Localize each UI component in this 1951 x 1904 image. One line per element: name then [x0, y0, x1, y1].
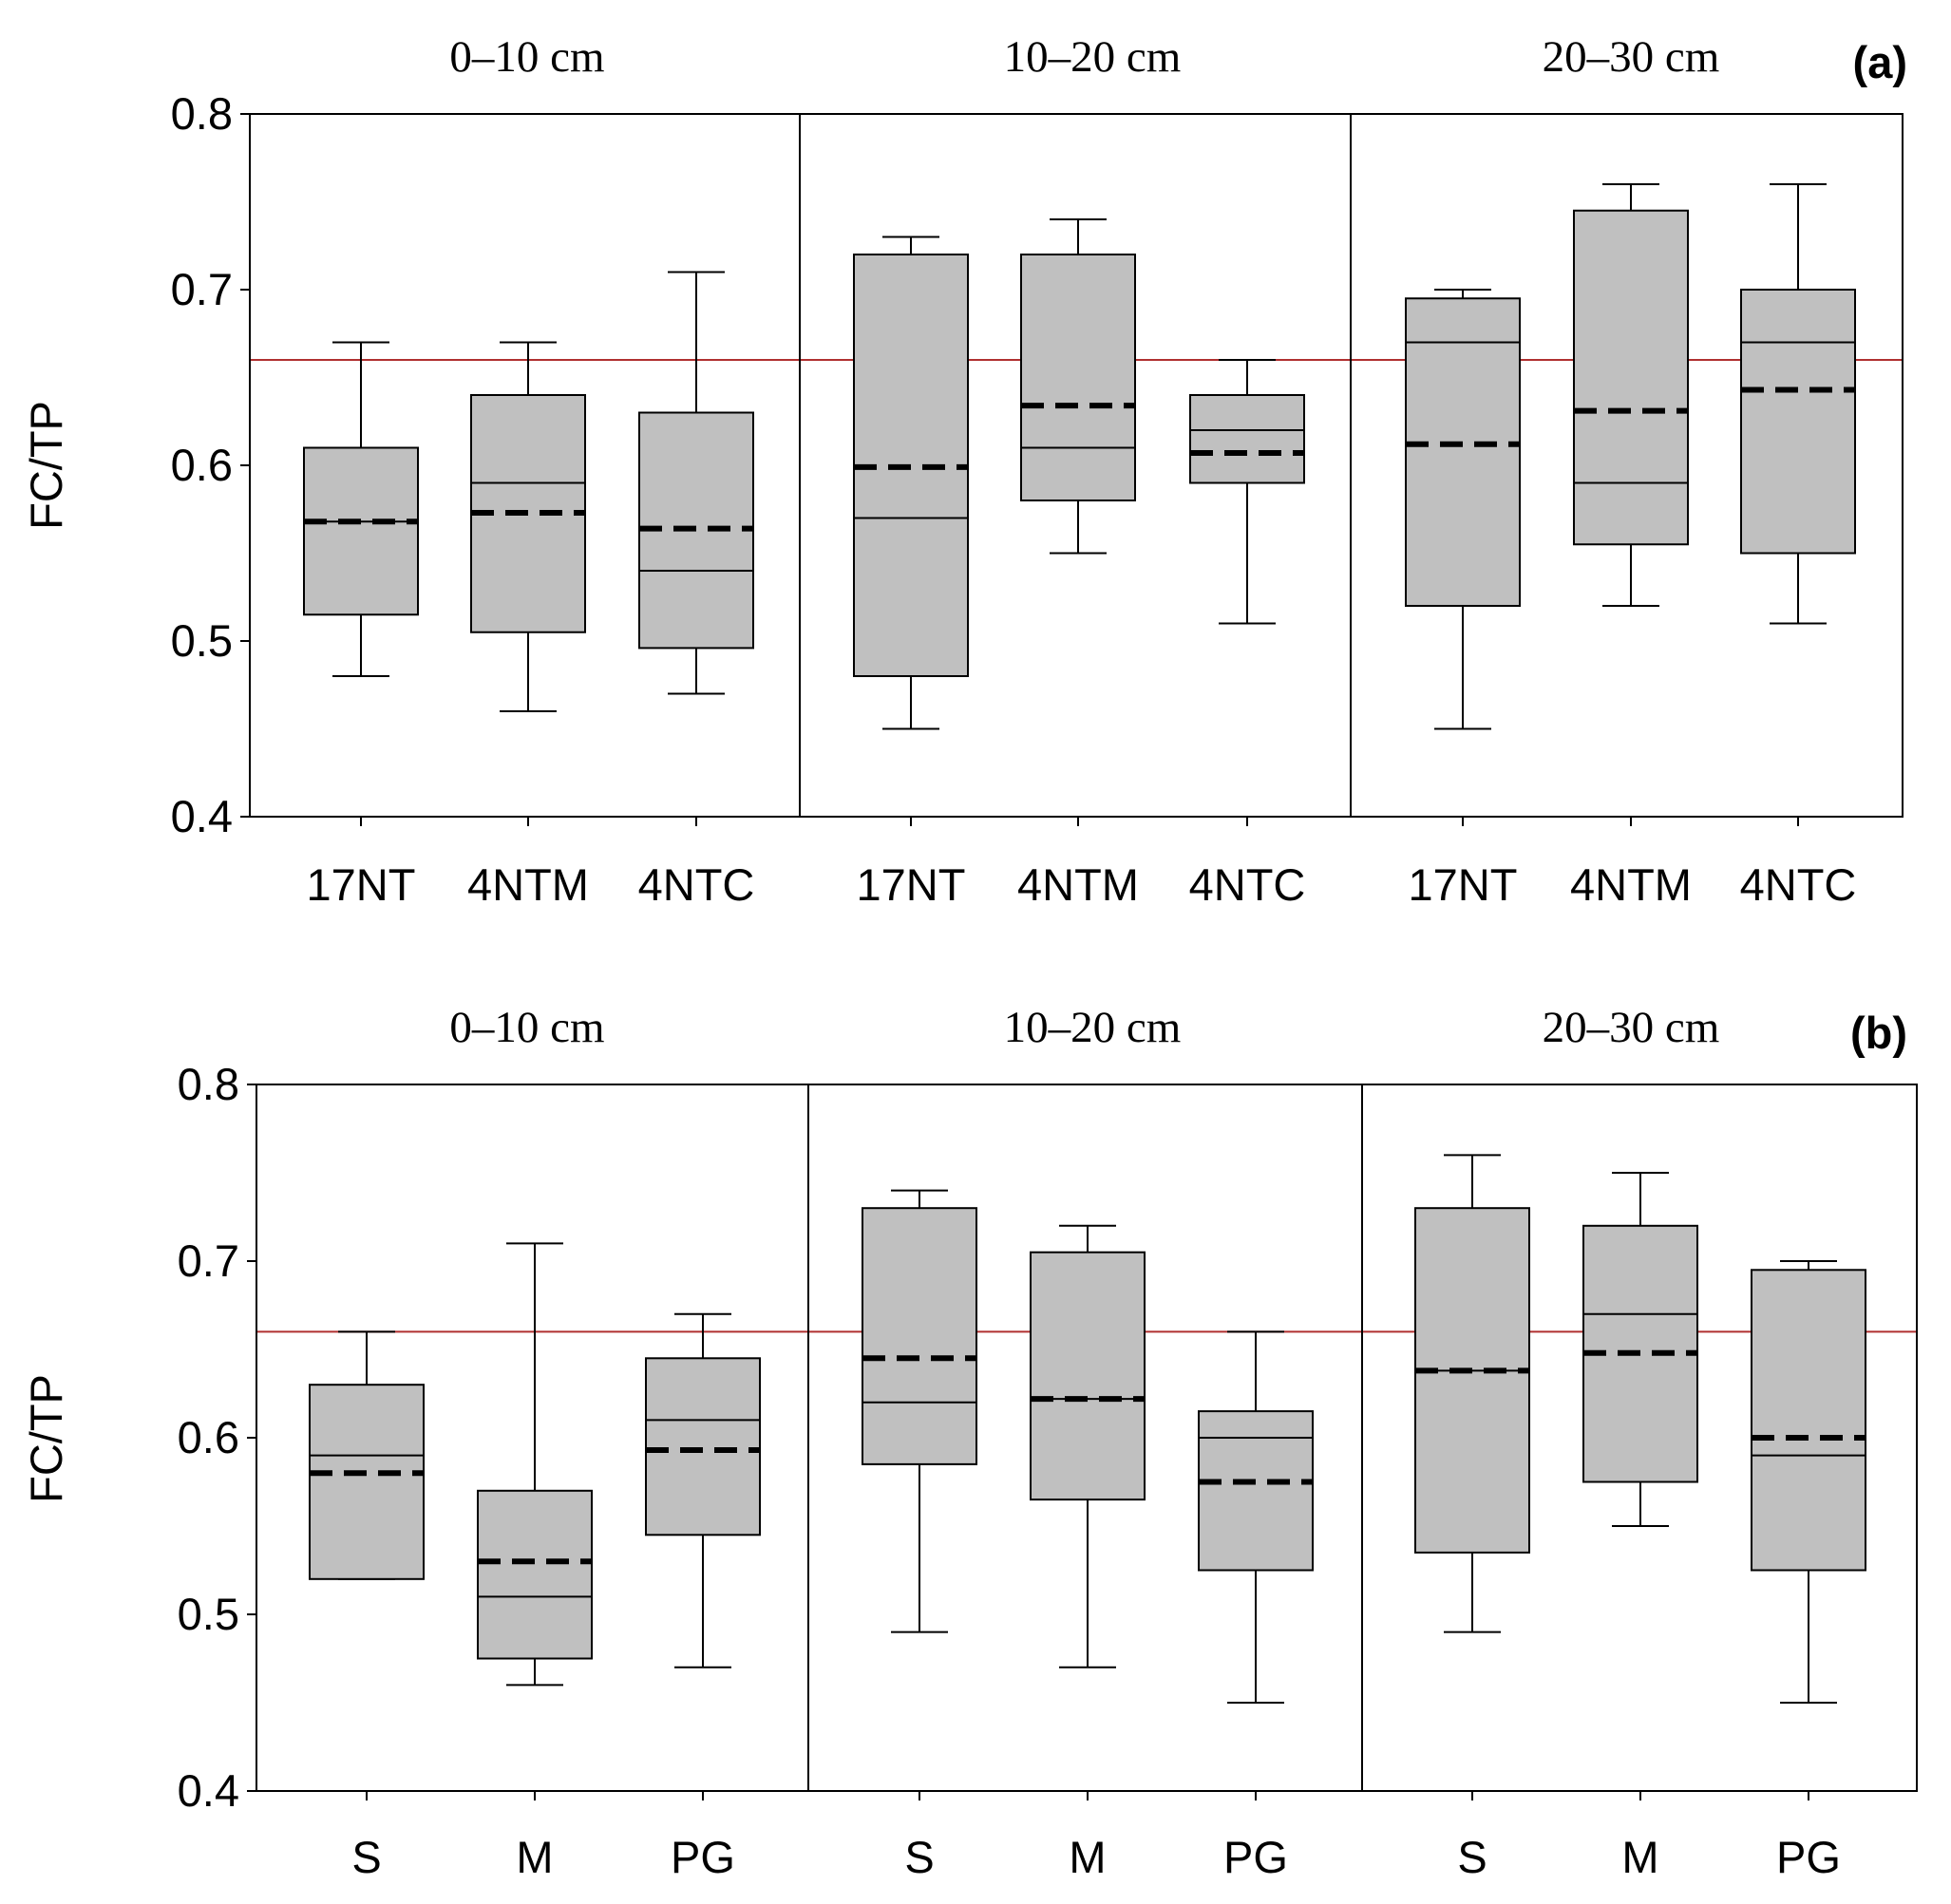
y-tick-label: 0.5: [171, 615, 233, 666]
category-label: 17NT: [857, 859, 966, 910]
category-label: 4NTC: [1189, 859, 1306, 910]
box-4NTC-3: [1740, 183, 1856, 625]
box-PG-3: [1751, 1260, 1866, 1704]
depth-label: 10–20 cm: [1004, 1003, 1182, 1052]
category-label: 17NT: [1409, 859, 1518, 910]
iqr-box: [862, 1207, 977, 1465]
y-tick-label: 0.5: [178, 1589, 239, 1639]
category-label: PG: [1223, 1832, 1288, 1882]
iqr-box: [1573, 209, 1689, 546]
panel-label: (b): [1850, 1008, 1907, 1058]
box-PG-2: [1198, 1330, 1314, 1704]
category-label: 4NTC: [1740, 859, 1857, 910]
category-label: PG: [1776, 1832, 1841, 1882]
box-4NTM-2: [1020, 218, 1136, 555]
box-S-3: [1414, 1154, 1530, 1633]
y-tick-label: 0.8: [171, 88, 233, 139]
panel-label: (a): [1853, 37, 1907, 87]
y-tick-label: 0.6: [178, 1412, 239, 1462]
category-label: M: [1621, 1832, 1658, 1882]
y-tick-label: 0.4: [171, 791, 233, 841]
iqr-box: [1020, 254, 1136, 501]
box-17NT-3: [1405, 289, 1521, 730]
category-label: 4NTC: [638, 859, 755, 910]
y-tick-label: 0.7: [178, 1235, 239, 1286]
box-M-3: [1582, 1172, 1698, 1527]
depth-label: 0–10 cm: [449, 1003, 604, 1052]
iqr-box: [1405, 297, 1521, 607]
box-4NTM-1: [470, 341, 586, 712]
category-label: 4NTM: [1570, 859, 1692, 910]
box-S-1: [309, 1330, 425, 1580]
category-label: 4NTM: [467, 859, 589, 910]
iqr-box: [303, 446, 419, 616]
y-tick-label: 0.4: [178, 1765, 239, 1816]
category-label: M: [516, 1832, 553, 1882]
iqr-box: [309, 1384, 425, 1580]
y-tick-label: 0.8: [178, 1059, 239, 1109]
iqr-box: [1740, 289, 1856, 555]
depth-label: 0–10 cm: [449, 32, 604, 82]
box-17NT-2: [853, 236, 969, 730]
box-4NTM-3: [1573, 183, 1689, 607]
box-4NTC-2: [1189, 359, 1305, 625]
depth-label: 20–30 cm: [1543, 1003, 1720, 1052]
category-label: S: [1457, 1832, 1487, 1882]
iqr-box: [1414, 1207, 1530, 1554]
y-tick-label: 0.7: [171, 264, 233, 314]
category-label: 4NTM: [1017, 859, 1139, 910]
iqr-box: [1189, 394, 1305, 484]
category-label: PG: [671, 1832, 735, 1882]
category-label: S: [904, 1832, 934, 1882]
y-tick-label: 0.6: [171, 440, 233, 490]
box-S-2: [862, 1189, 977, 1633]
iqr-box: [645, 1357, 761, 1536]
box-M-1: [477, 1242, 593, 1687]
depth-label: 10–20 cm: [1004, 32, 1182, 82]
iqr-box: [1030, 1251, 1146, 1501]
iqr-box: [1751, 1269, 1866, 1572]
chart-panel-a: 17NT 4NTM 4NTC 0–10 cm 17NT 4NTM 4NTC 10–20 cm 1…: [21, 32, 1907, 910]
category-label: 17NT: [307, 859, 416, 910]
chart-panel-b: S M PG 0–10 cm S M PG 10–20 cm S M PG 20–30 cm 0.4 0.…: [21, 1003, 1918, 1882]
category-label: S: [351, 1832, 381, 1882]
box-17NT-1: [303, 341, 419, 677]
iqr-box: [1198, 1410, 1314, 1572]
box-M-2: [1030, 1224, 1146, 1668]
category-label: M: [1069, 1832, 1106, 1882]
depth-label: 20–30 cm: [1543, 32, 1720, 82]
y-axis-label: FC/TP: [21, 401, 71, 530]
y-axis-label: FC/TP: [21, 1374, 71, 1503]
iqr-box: [477, 1489, 593, 1660]
box-PG-1: [645, 1312, 761, 1668]
box-4NTC-1: [638, 271, 754, 695]
